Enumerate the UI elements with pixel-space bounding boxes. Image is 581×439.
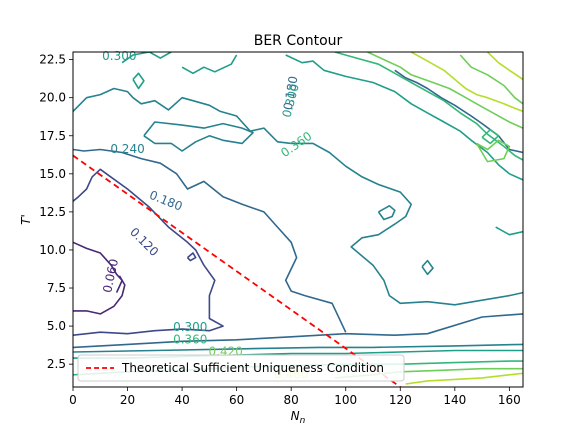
contour-line-0.12-2 <box>73 168 224 336</box>
x-tick-label-8: 160 <box>498 393 521 407</box>
contour-line-0.30-15 <box>181 54 238 75</box>
y-tick-label-8: 22.5 <box>39 53 66 67</box>
contour-line-0.18-5 <box>73 148 347 333</box>
x-axis-title: Nn <box>291 409 306 426</box>
x-axis: 0 20 40 60 80 100 120 140 160 <box>69 387 521 407</box>
x-tick-label-2: 40 <box>174 393 189 407</box>
x-tick-label-1: 20 <box>120 393 135 407</box>
reference-line-layer <box>73 154 401 387</box>
plot-frame <box>72 51 524 388</box>
contour-lines <box>73 52 523 385</box>
y-tick-label-6: 17.5 <box>39 129 66 143</box>
contour-line-0.30-17 <box>132 72 145 90</box>
contour-line-0.24-7 <box>73 343 523 353</box>
x-axis-title-subscript: n <box>300 416 306 426</box>
x-tick-label-4: 80 <box>284 393 299 407</box>
contour-line-0.18-6 <box>394 69 523 154</box>
y-axis: 2.5 5.0 7.5 10.0 12.5 15.0 17.5 20.0 22.5 <box>39 53 73 371</box>
contour-line-0.24-10 <box>377 205 396 221</box>
contour-line-0.48-25 <box>405 372 523 385</box>
contour-label-0: 0.060 <box>100 257 121 294</box>
contour-line-0.30-16 <box>495 226 523 236</box>
contour-line-0.42-23 <box>459 54 523 105</box>
contour-line-0.48-27 <box>486 52 523 81</box>
x-tick-label-7: 140 <box>443 393 466 407</box>
contour-line-0.24-8 <box>73 87 523 306</box>
contour-label-8: 0.180 <box>281 75 301 111</box>
contour-label-4: 0.300 <box>102 49 136 63</box>
x-tick-label-5: 100 <box>334 393 357 407</box>
legend-entry-reference-line: Theoretical Sufficient Uniqueness Condit… <box>121 361 384 375</box>
contour-line-0.18-4 <box>73 313 523 349</box>
y-tick-label-3: 10.0 <box>39 243 66 257</box>
contour-line-0.06-1 <box>73 275 126 315</box>
contour-line-0.06-0 <box>73 241 123 293</box>
contour-line-0.42-24 <box>475 139 511 163</box>
legend: Theoretical Sufficient Uniqueness Condit… <box>77 354 405 382</box>
contour-line-0.42-22 <box>367 52 523 129</box>
y-axis-title: T' <box>19 214 33 225</box>
y-tick-label-7: 20.0 <box>39 91 66 105</box>
contour-line-0.24-9 <box>143 121 254 152</box>
legend-box <box>77 354 405 382</box>
contour-line-0.36-19 <box>334 52 523 161</box>
chart-title: BER Contour <box>254 33 343 49</box>
y-tick-label-4: 12.5 <box>39 205 66 219</box>
contour-label-5: 0.300 <box>173 320 207 334</box>
contour-line-0.30-13 <box>285 54 523 181</box>
contour-line-0.36-20 <box>481 128 500 145</box>
contour-label-6: 0.360 <box>173 332 207 346</box>
x-tick-label-6: 120 <box>389 393 412 407</box>
contour-line-0.48-26 <box>410 52 523 113</box>
x-axis-title-main: N <box>291 409 300 423</box>
y-tick-label-5: 15.0 <box>39 167 66 181</box>
reference-line-theoretical-condition <box>73 154 401 387</box>
x-tick-label-3: 60 <box>229 393 244 407</box>
x-tick-label-0: 0 <box>69 393 77 407</box>
y-tick-label-1: 5.0 <box>47 319 66 333</box>
contour-line-0.24-11 <box>421 259 434 276</box>
contour-line-0.30-14 <box>121 52 172 64</box>
contour-label-3: 0.240 <box>110 142 144 156</box>
contour-line-0.12-3 <box>186 252 197 262</box>
y-tick-label-2: 7.5 <box>47 281 66 295</box>
y-tick-label-0: 2.5 <box>47 357 66 371</box>
